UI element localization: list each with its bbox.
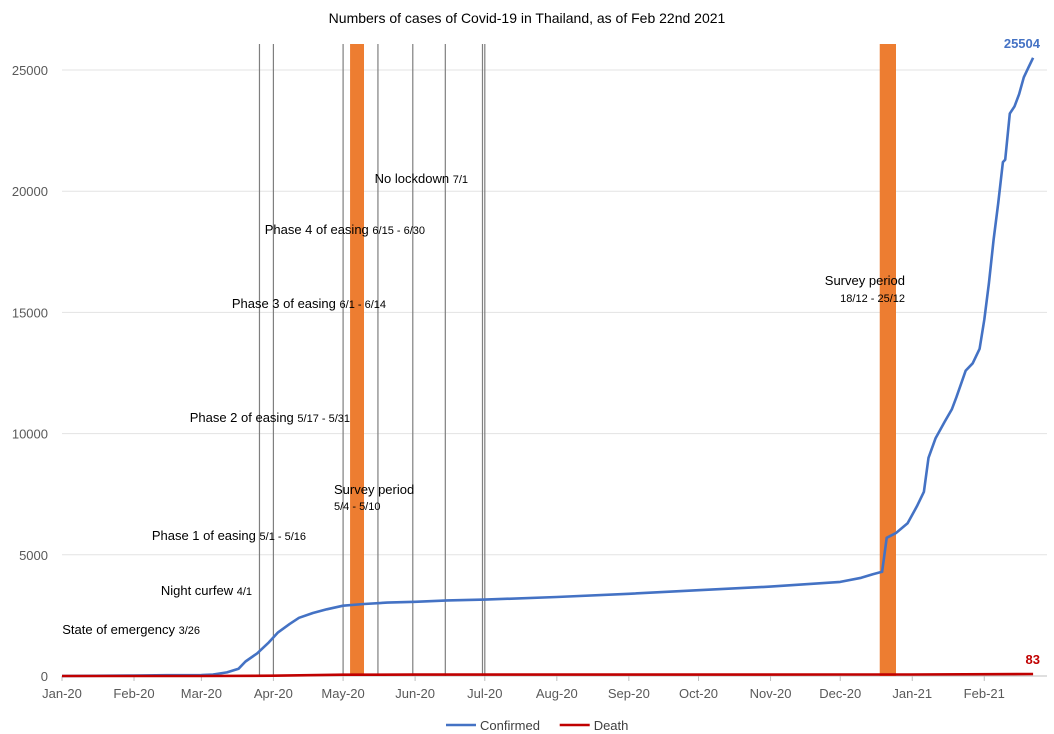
series-lines [61,57,1035,678]
annotation-label: Night curfew 4/1 [161,583,252,598]
end-labels: 25504 83 [1004,36,1041,667]
survey-period-bars [350,44,896,676]
x-tick-label: Jan-21 [892,686,932,701]
annotation-label: Phase 2 of easing 5/17 - 5/31 [190,410,350,425]
y-tick-label: 5000 [19,548,48,563]
x-tick-label: Sep-20 [608,686,650,701]
survey-period-label: Survey period [825,273,905,288]
x-tick-label: Nov-20 [750,686,792,701]
chart-title: Numbers of cases of Covid-19 in Thailand… [328,10,726,26]
survey-period-bar [350,44,365,676]
annotation-label: State of emergency 3/26 [62,622,200,637]
survey-period-dates: 5/4 - 5/10 [334,501,380,513]
legend: Confirmed Death [446,718,628,733]
legend-label-confirmed: Confirmed [480,718,540,733]
y-tick-label: 0 [41,669,48,684]
x-tick-label: Aug-20 [536,686,578,701]
annotation-label: Phase 3 of easing 6/1 - 6/14 [232,296,386,311]
y-tick-label: 25000 [12,63,48,78]
x-tick-label: Feb-20 [113,686,154,701]
y-tick-label: 20000 [12,184,48,199]
y-tick-label: 15000 [12,305,48,320]
x-tick-label: Feb-21 [964,686,1005,701]
end-label-death: 83 [1026,652,1040,667]
annotations: State of emergency 3/26 Night curfew 4/1 P… [62,171,905,637]
x-tick-label: Dec-20 [819,686,861,701]
survey-period-bar [879,44,896,676]
x-tick-label: Jul-20 [467,686,502,701]
series-line-death [62,672,1034,678]
x-tick-label: May-20 [321,686,364,701]
x-axis-ticks: Jan-20 Feb-20 Mar-20 Apr-20 May-20 Jun-20 Jul-… [42,676,1005,701]
annotation-label: Phase 1 of easing 5/1 - 5/16 [152,528,306,543]
series-line-confirmed [61,57,1035,678]
x-tick-label: Mar-20 [181,686,222,701]
x-tick-label: Apr-20 [254,686,293,701]
x-tick-label: Oct-20 [679,686,718,701]
annotation-label: Phase 4 of easing 6/15 - 6/30 [265,222,425,237]
y-axis-ticks: 0 5000 10000 15000 20000 25000 [12,63,48,684]
y-tick-label: 10000 [12,427,48,442]
survey-period-dates: 18/12 - 25/12 [840,293,905,305]
end-label-confirmed: 25504 [1004,36,1041,51]
x-tick-label: Jun-20 [395,686,435,701]
survey-period-label: Survey period [334,482,414,497]
event-lines [258,44,486,676]
annotation-label: No lockdown 7/1 [375,171,468,186]
x-tick-label: Jan-20 [42,686,82,701]
legend-label-death: Death [594,718,629,733]
